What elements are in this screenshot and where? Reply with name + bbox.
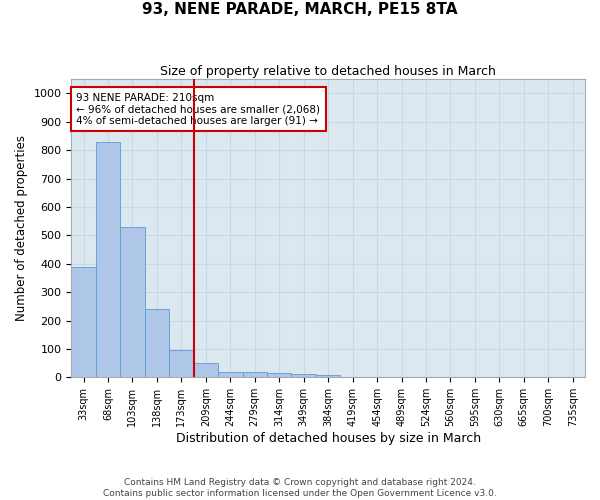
Bar	[169, 350, 194, 378]
Text: 93, NENE PARADE, MARCH, PE15 8TA: 93, NENE PARADE, MARCH, PE15 8TA	[142, 2, 458, 18]
Bar	[316, 375, 340, 378]
Bar	[145, 308, 169, 378]
Bar	[292, 374, 316, 378]
Bar	[71, 266, 96, 378]
Text: 93 NENE PARADE: 210sqm
← 96% of detached houses are smaller (2,068)
4% of semi-d: 93 NENE PARADE: 210sqm ← 96% of detached…	[76, 92, 320, 126]
Bar	[267, 373, 292, 378]
Y-axis label: Number of detached properties: Number of detached properties	[15, 136, 28, 322]
Text: Contains HM Land Registry data © Crown copyright and database right 2024.
Contai: Contains HM Land Registry data © Crown c…	[103, 478, 497, 498]
X-axis label: Distribution of detached houses by size in March: Distribution of detached houses by size …	[176, 432, 481, 445]
Bar	[218, 372, 242, 378]
Bar	[194, 362, 218, 378]
Title: Size of property relative to detached houses in March: Size of property relative to detached ho…	[160, 65, 496, 78]
Bar	[242, 372, 267, 378]
Bar	[120, 227, 145, 378]
Bar	[96, 142, 120, 378]
